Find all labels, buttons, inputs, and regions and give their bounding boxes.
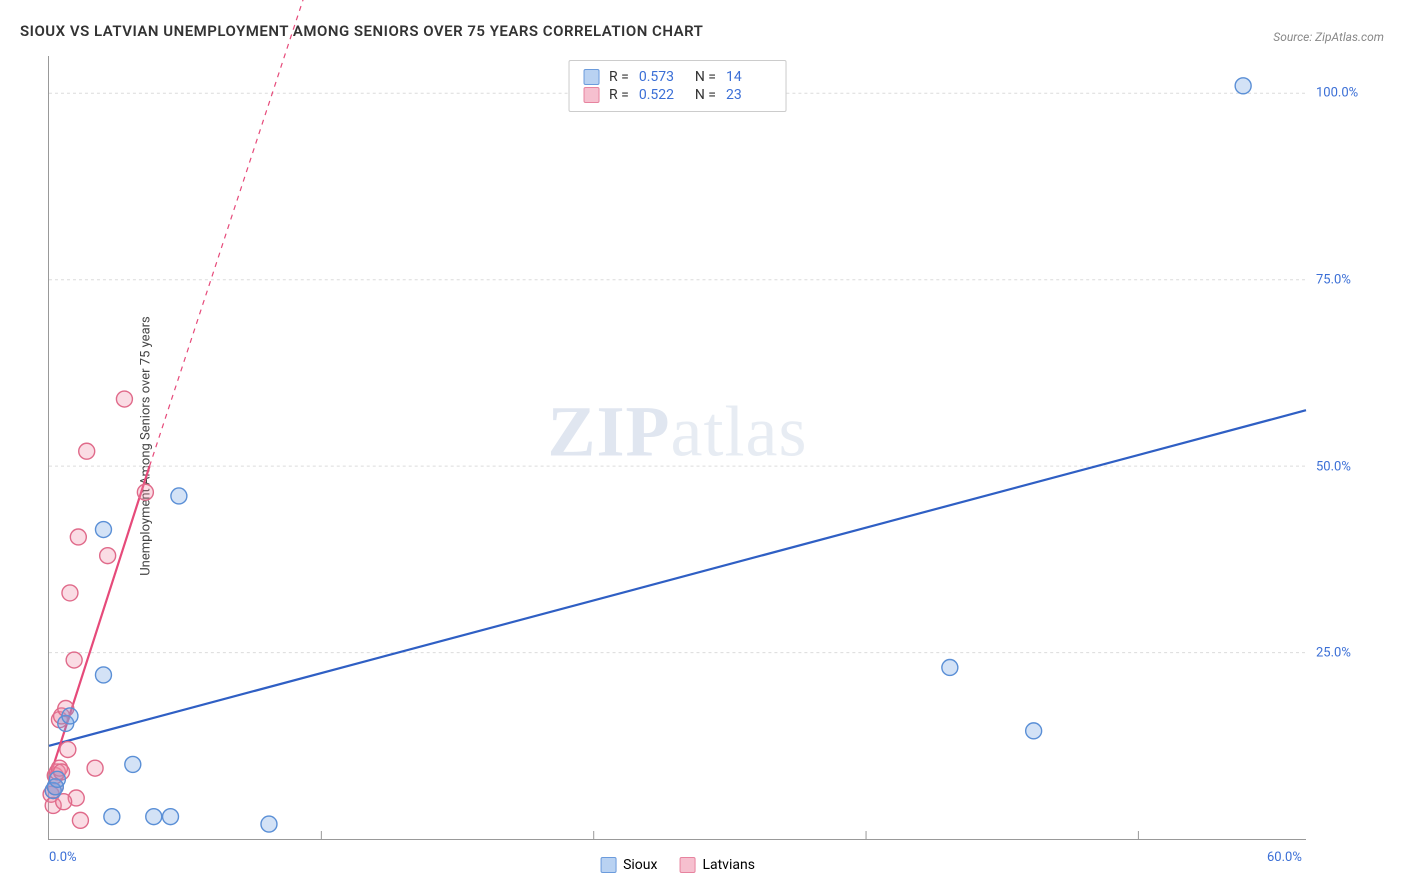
- r-label: R =: [609, 69, 629, 85]
- source-label: Source: ZipAtlas.com: [1273, 30, 1384, 44]
- legend-row-sioux: R = 0.573 N = 14: [583, 69, 772, 85]
- chart-svg: [49, 56, 1306, 839]
- y-tick-label: 50.0%: [1316, 459, 1376, 474]
- n-label: N =: [695, 69, 716, 85]
- legend-series: Sioux Latvians: [600, 857, 755, 873]
- n-label: N =: [695, 87, 716, 103]
- r-value-sioux: 0.573: [639, 69, 685, 85]
- swatch-sioux-b: [600, 857, 616, 873]
- y-tick-label: 75.0%: [1316, 273, 1376, 288]
- legend-stats: R = 0.573 N = 14 R = 0.522 N = 23: [568, 60, 787, 112]
- plot-area: ZIPatlas 25.0%50.0%75.0%100.0% 0.0%60.0%…: [48, 56, 1306, 840]
- y-tick-label: 25.0%: [1316, 646, 1376, 661]
- y-tick-label: 100.0%: [1316, 86, 1376, 101]
- legend-label-latvians: Latvians: [702, 857, 755, 873]
- legend-row-latvians: R = 0.522 N = 23: [583, 87, 772, 103]
- x-tick-label: 0.0%: [49, 850, 77, 865]
- x-tick-label: 60.0%: [1267, 850, 1302, 865]
- legend-label-sioux: Sioux: [623, 857, 657, 873]
- swatch-latvians: [583, 87, 599, 103]
- swatch-latvians-b: [679, 857, 695, 873]
- chart-title: SIOUX VS LATVIAN UNEMPLOYMENT AMONG SENI…: [20, 22, 703, 40]
- swatch-sioux: [583, 69, 599, 85]
- r-value-latvians: 0.522: [639, 87, 685, 103]
- n-value-sioux: 14: [726, 69, 772, 85]
- legend-item-latvians: Latvians: [679, 857, 755, 873]
- r-label: R =: [609, 87, 629, 103]
- legend-item-sioux: Sioux: [600, 857, 657, 873]
- n-value-latvians: 23: [726, 87, 772, 103]
